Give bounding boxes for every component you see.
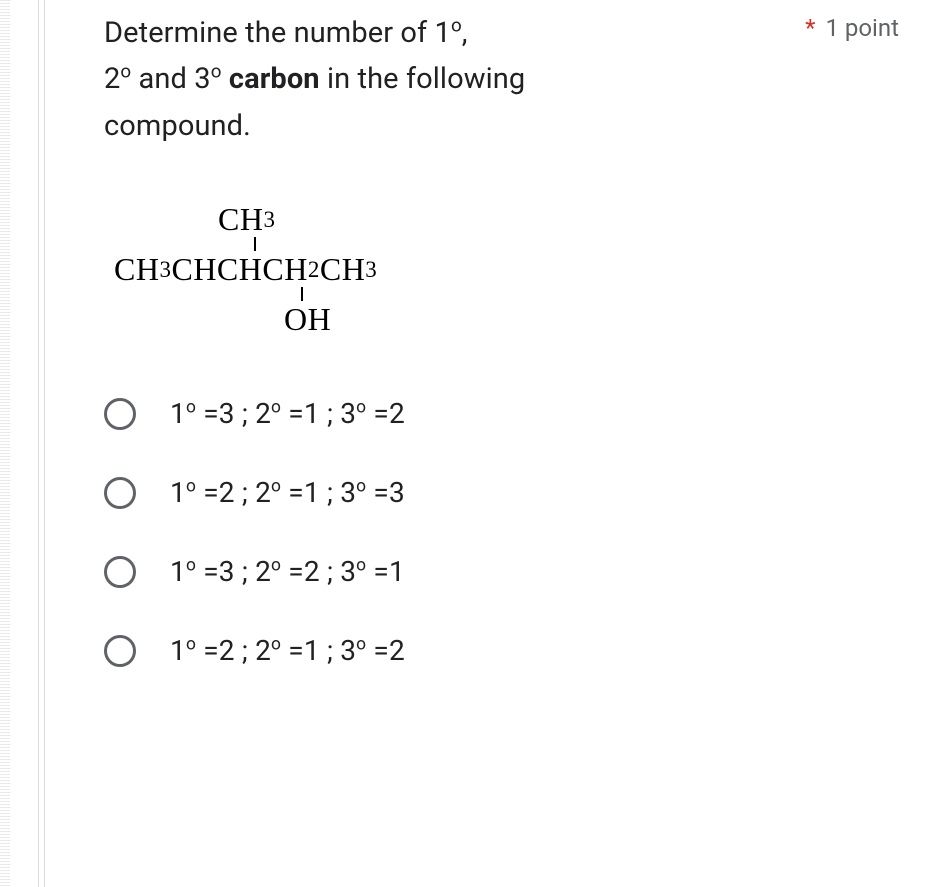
q-line2-sup1: o (120, 61, 131, 83)
o2bsup: o (271, 477, 281, 497)
q-line2-bold: carbon (222, 62, 320, 96)
left-dotted-border (0, 0, 10, 887)
points-wrap: * 1 point (805, 10, 899, 42)
option-1[interactable]: 1o =3 ; 2o =1 ; 3o =2 (104, 397, 899, 430)
structure-row-2: CH3CHCHCH2CH3 (114, 251, 899, 287)
option-3-text: 1o =3 ; 2o =2 ; 3o =1 (170, 555, 405, 588)
o3c2: =1 (366, 555, 405, 588)
struct-r1-pre: CH (218, 203, 263, 235)
question-card: Determine the number of 1o, 2o and 3o ca… (104, 10, 899, 713)
structure-row-3: OH (114, 301, 899, 337)
o4b2: =1 ; 3 (281, 634, 356, 667)
o4bsup: o (271, 635, 281, 655)
struct-r3-text: OH (284, 303, 331, 335)
question-header-row: Determine the number of 1o, 2o and 3o ca… (104, 10, 899, 149)
option-4[interactable]: 1o =2 ; 2o =1 ; 3o =2 (104, 634, 899, 667)
o3b2: =2 ; 3 (281, 555, 356, 588)
o3bsup: o (271, 556, 281, 576)
q-line1-sup: o (451, 14, 462, 36)
left-double-rule (38, 0, 45, 887)
o3asup: o (186, 556, 196, 576)
o4csup: o (356, 635, 366, 655)
o3csup: o (356, 556, 366, 576)
chemical-structure: CH3 CH3CHCHCH2CH3 OH (114, 201, 899, 337)
o1b2: =1 ; 3 (281, 397, 356, 430)
q-line3: compound. (104, 109, 251, 143)
s2p3: CH (320, 253, 365, 285)
s2p2: CHCHCH (171, 253, 307, 285)
o1asup: o (186, 398, 196, 418)
o1a: 1 (170, 397, 186, 430)
o3a: 1 (170, 555, 186, 588)
q-line2-post: in the following (320, 62, 526, 96)
radio-icon[interactable] (104, 477, 136, 509)
o2c2: =3 (366, 476, 405, 509)
structure-bond-2 (114, 287, 899, 301)
o1bsup: o (271, 398, 281, 418)
o2a: 1 (170, 476, 186, 509)
option-4-text: 1o =2 ; 2o =1 ; 3o =2 (170, 634, 405, 667)
o2b2: =1 ; 3 (281, 476, 356, 509)
radio-icon[interactable] (104, 398, 136, 430)
o1a2: =3 ; 2 (196, 397, 271, 430)
s2p1: CH (114, 253, 159, 285)
o3a2: =3 ; 2 (196, 555, 271, 588)
o2a2: =2 ; 2 (196, 476, 271, 509)
radio-icon[interactable] (104, 635, 136, 667)
o1c2: =2 (366, 397, 405, 430)
structure-bond-1 (114, 237, 899, 251)
required-asterisk: * (805, 14, 815, 40)
o1csup: o (356, 398, 366, 418)
structure-row-1: CH3 (114, 201, 899, 237)
o4asup: o (186, 635, 196, 655)
o2csup: o (356, 477, 366, 497)
bond-1 (254, 237, 256, 251)
option-2-text: 1o =2 ; 2o =1 ; 3o =3 (170, 476, 405, 509)
bond-2 (301, 287, 303, 301)
option-1-text: 1o =3 ; 2o =1 ; 3o =2 (170, 397, 405, 430)
points-label: 1 point (825, 14, 899, 42)
q-line1-pre: Determine the number of 1 (104, 16, 451, 50)
option-3[interactable]: 1o =3 ; 2o =2 ; 3o =1 (104, 555, 899, 588)
o4a2: =2 ; 2 (196, 634, 271, 667)
question-text: Determine the number of 1o, 2o and 3o ca… (104, 10, 785, 149)
radio-icon[interactable] (104, 556, 136, 588)
options-list: 1o =3 ; 2o =1 ; 3o =2 1o =2 ; 2o =1 ; 3o… (104, 397, 899, 667)
option-2[interactable]: 1o =2 ; 2o =1 ; 3o =3 (104, 476, 899, 509)
o2asup: o (186, 477, 196, 497)
q-line1-post: , (462, 16, 468, 50)
q-line2-sup2: o (211, 61, 222, 83)
q-line2-pre: 2 (104, 62, 120, 96)
o4c2: =2 (366, 634, 405, 667)
q-line2-mid: and 3 (131, 62, 210, 96)
o4a: 1 (170, 634, 186, 667)
